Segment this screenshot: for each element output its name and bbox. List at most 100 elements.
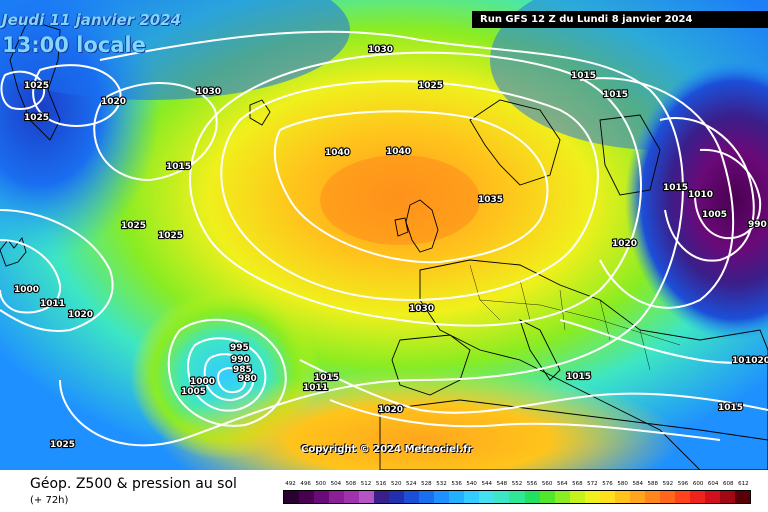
lead-time: (+ 72h) — [30, 495, 69, 506]
scale-swatch — [404, 491, 420, 503]
isobars — [0, 30, 768, 447]
isobar-1020-south — [329, 399, 721, 441]
isobar-label-1030-nw: 1030 — [196, 87, 221, 97]
isobar-label-1015-norway: 1015 — [603, 90, 628, 100]
scale-swatch — [584, 491, 600, 503]
isobar-label-layer: 1030 1025 1015 1015 1025 1020 1030 1025 1015 1040… — [13, 44, 768, 451]
isobar-label-1005-low: 1005 — [181, 387, 206, 397]
coast-britain — [405, 199, 439, 253]
scale-swatch — [389, 491, 405, 503]
copyright-notice: Copyright © 2024 Meteociel.fr — [301, 444, 473, 455]
scale-tick-label: 596 — [677, 481, 689, 487]
scale-swatch — [359, 491, 375, 503]
isobar-label-1030-biscay: 1030 — [409, 304, 434, 314]
isobar-label-1010-se: 1010 — [732, 356, 757, 366]
scale-tick-label: 540 — [466, 481, 477, 487]
scale-swatch — [284, 491, 300, 503]
borders — [469, 264, 681, 371]
isobar-990-low — [203, 353, 255, 402]
scale-tick-label: 544 — [481, 481, 493, 487]
scale-swatch — [299, 491, 315, 503]
scale-tick-label: 568 — [572, 481, 583, 487]
scale-tick-label: 552 — [511, 481, 523, 487]
scale-tick-label: 548 — [496, 481, 508, 487]
scale-swatch — [554, 491, 570, 503]
scale-swatch — [614, 491, 630, 503]
coast-finland — [599, 114, 661, 196]
coast-north-africa — [379, 399, 768, 470]
scale-swatch — [419, 491, 435, 503]
map-canvas: 1030 1025 1015 1015 1025 1020 1030 1025 1015 1040… — [0, 0, 768, 470]
isobar-label-1025-north: 1025 — [418, 81, 443, 91]
isobar-label-1020-central: 1020 — [612, 239, 637, 249]
country-borders — [469, 264, 681, 371]
ridge-core — [320, 155, 480, 245]
scale-tick-label: 516 — [375, 481, 387, 487]
isobar-label-1035: 1035 — [478, 195, 503, 205]
scale-tick-label: 612 — [738, 481, 749, 487]
isobar-1015-east — [579, 77, 735, 309]
isobar-label-1025-west-b: 1025 — [24, 113, 49, 123]
isobar-1005-east — [659, 117, 755, 262]
isobar-label-1020-sw: 1020 — [68, 310, 93, 320]
forecast-date: Jeudi 11 janvier 2024 — [2, 11, 182, 29]
coast-continent — [419, 259, 768, 470]
isobar-1015-sw — [0, 239, 62, 314]
scale-swatch — [539, 491, 555, 503]
scale-tick-label: 532 — [436, 481, 447, 487]
scale-swatch — [689, 491, 705, 503]
scale-swatch — [434, 491, 450, 503]
isobar-label-1020-south: 1020 — [378, 405, 403, 415]
scale-tick-label: 560 — [541, 481, 553, 487]
scale-tick-label: 604 — [707, 481, 719, 487]
isobar-label-1015-west: 1015 — [166, 162, 191, 172]
scale-tick-label: 536 — [451, 481, 462, 487]
scale-tick-label: 512 — [360, 481, 372, 487]
isobar-label-1010-east: 1010 — [688, 190, 713, 200]
isobar-label-1030-north: 1030 — [368, 45, 393, 55]
isobar-label-1025-atl-b: 1025 — [158, 231, 183, 241]
isobar-1030 — [189, 51, 642, 327]
scale-tick-label: 592 — [662, 481, 674, 487]
scale-swatch — [629, 491, 645, 503]
scale-tick-label: 584 — [632, 481, 643, 487]
isobar-1025-west — [0, 70, 46, 110]
isobar-1025 — [59, 30, 684, 447]
scale-tick-label: 572 — [587, 481, 598, 487]
scale-tick-label: 492 — [285, 481, 296, 487]
scale-tick-label: 576 — [602, 481, 613, 487]
scale-swatch — [464, 491, 480, 503]
scale-tick-label: 496 — [300, 481, 311, 487]
isobar-label-1040-b: 1040 — [386, 147, 411, 157]
coast-iceland — [249, 99, 271, 126]
isobar-1015-south — [299, 359, 768, 414]
scale-swatch — [734, 491, 750, 503]
isobar-1015-west — [93, 82, 218, 182]
scale-swatch — [524, 491, 540, 503]
scale-tick-label: 524 — [406, 481, 417, 487]
isobar-1040 — [273, 110, 549, 264]
isobar-label-980: 980 — [238, 374, 257, 384]
isobar-1020-sw — [0, 209, 114, 332]
scale-tick-label: 508 — [345, 481, 357, 487]
isobar-label-995: 995 — [230, 343, 249, 353]
isobar-label-1040-a: 1040 — [325, 148, 350, 158]
isobar-label-1015-med: 1015 — [566, 372, 591, 382]
forecast-time: 13:00 locale — [2, 33, 146, 57]
product-title: Géop. Z500 & pression au sol — [30, 476, 237, 492]
scale-tick-label: 588 — [647, 481, 659, 487]
scale-swatch — [674, 491, 690, 503]
isobar-label-1005-east: 1005 — [702, 210, 727, 220]
isobar-995-east — [694, 148, 762, 240]
isobar-label-1011-west: 1011 — [40, 299, 65, 309]
isobar-label-1020-west: 1020 — [101, 97, 126, 107]
scale-swatch — [719, 491, 735, 503]
isobar-label-985: 985 — [233, 365, 252, 375]
scale-tick-label: 504 — [330, 481, 342, 487]
scale-tick-label: 600 — [692, 481, 704, 487]
isobar-label-1015-east: 1015 — [663, 183, 688, 193]
isobar-980-low — [216, 367, 247, 394]
color-scale — [283, 490, 751, 504]
scale-swatch — [494, 491, 510, 503]
isobar-label-1015-northeast: 1015 — [571, 71, 596, 81]
